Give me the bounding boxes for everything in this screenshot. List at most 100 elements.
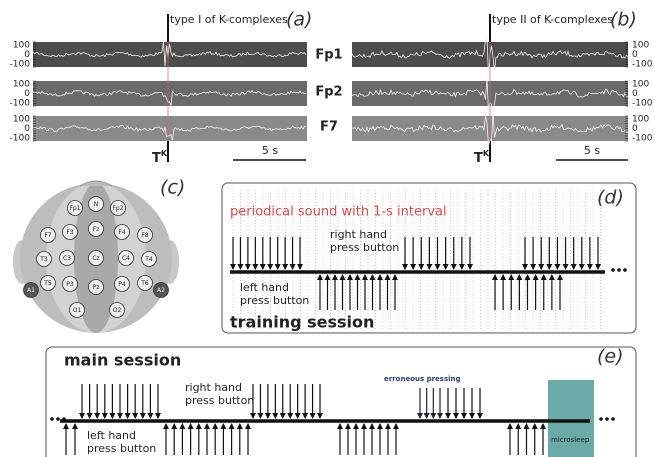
electrode bbox=[114, 224, 130, 240]
electrode bbox=[36, 251, 52, 267]
eeg-trace bbox=[32, 41, 307, 67]
electrode-label: Fp1 bbox=[69, 205, 80, 212]
y-tick-label: 0 bbox=[632, 89, 638, 99]
panel-d-label: (d) bbox=[597, 187, 624, 209]
dots bbox=[56, 417, 60, 421]
panel-b-title: type II of K-complexes bbox=[492, 13, 613, 26]
electrode-label: O1 bbox=[73, 307, 82, 314]
panel-c-label: (c) bbox=[160, 177, 185, 199]
left-hand-e: press button bbox=[87, 442, 156, 455]
y-tick-label: 0 bbox=[632, 124, 638, 134]
electrode-label: F7 bbox=[44, 232, 51, 239]
y-tick-label: -100 bbox=[632, 134, 653, 144]
head-diagram: Fp1 N Fp2 F7 F3 Fz F4 F8 T3 C3 Cz C4 T4 T5 P3 Pz P4 T6 A1 A… bbox=[13, 180, 179, 333]
electrode bbox=[137, 227, 153, 243]
y-tick-label: -100 bbox=[632, 99, 653, 109]
y-tick-label: -100 bbox=[10, 60, 31, 70]
electrode bbox=[62, 276, 78, 292]
electrode bbox=[88, 196, 104, 212]
dots bbox=[605, 417, 609, 421]
panel-e bbox=[50, 384, 615, 455]
y-tick-label: 100 bbox=[632, 80, 649, 90]
electrode-label: A2 bbox=[157, 287, 165, 294]
dots bbox=[617, 268, 621, 272]
electrode bbox=[67, 200, 83, 216]
eeg-trace bbox=[32, 89, 307, 106]
electrode-label: Fz bbox=[93, 226, 100, 233]
y-tick-label: 100 bbox=[632, 41, 649, 51]
electrode bbox=[23, 282, 39, 298]
electrode-label: T4 bbox=[144, 256, 153, 263]
panel-a-label: (a) bbox=[286, 9, 312, 31]
eeg-panels: 1000-1001000-1001000-1001000-1001000-100… bbox=[10, 14, 653, 162]
electrode-label: Pz bbox=[93, 284, 100, 291]
electrode-label: T6 bbox=[140, 280, 149, 287]
y-tick-label: 0 bbox=[632, 50, 638, 60]
y-tick-label: 0 bbox=[24, 89, 30, 99]
sound-note: periodical sound with 1-s interval bbox=[230, 205, 447, 220]
dots bbox=[611, 268, 615, 272]
main-title: main session bbox=[64, 351, 181, 370]
left-hand-d: left hand bbox=[240, 281, 289, 294]
electrode-label: O2 bbox=[113, 307, 122, 314]
electrode bbox=[114, 276, 130, 292]
panel-e-box bbox=[45, 346, 637, 457]
eeg-trace bbox=[32, 125, 307, 141]
channel-label: Fp1 bbox=[315, 48, 342, 63]
electrode bbox=[137, 275, 153, 291]
dots bbox=[611, 417, 615, 421]
electrode-label: P4 bbox=[118, 281, 126, 288]
electrode bbox=[62, 224, 78, 240]
dots bbox=[50, 417, 54, 421]
nose bbox=[79, 180, 113, 187]
electrode-label: F3 bbox=[66, 229, 73, 236]
electrode-label: Cz bbox=[92, 255, 99, 262]
scale-a: 5 s bbox=[262, 144, 278, 157]
electrode bbox=[118, 250, 134, 266]
electrode bbox=[153, 282, 169, 298]
electrode bbox=[59, 250, 75, 266]
electrode bbox=[109, 302, 125, 318]
panel-d bbox=[230, 190, 627, 330]
electrode bbox=[88, 279, 104, 295]
electrode bbox=[88, 250, 104, 266]
training-title: training session bbox=[230, 313, 374, 332]
electrode-label: P3 bbox=[66, 281, 74, 288]
error-note: erroneous pressing bbox=[384, 375, 461, 383]
electrode-label: C4 bbox=[122, 255, 130, 262]
right-hand-d: press button bbox=[330, 241, 399, 254]
y-tick-label: 0 bbox=[24, 124, 30, 134]
right-hand-e: press button bbox=[185, 394, 254, 407]
scale-b: 5 s bbox=[584, 144, 600, 157]
electrode-label: F4 bbox=[118, 229, 125, 236]
y-tick-label: 100 bbox=[13, 115, 30, 125]
dots bbox=[599, 417, 603, 421]
tk-marker-a: TK bbox=[152, 149, 168, 166]
microsleep-label: microsleep bbox=[551, 436, 590, 444]
electrode bbox=[40, 275, 56, 291]
electrode bbox=[40, 227, 56, 243]
panel-a-title: type I of K-complexes bbox=[170, 13, 288, 26]
electrode-label: N bbox=[94, 201, 99, 208]
y-tick-label: -100 bbox=[10, 134, 31, 144]
channel-label: F7 bbox=[320, 120, 338, 135]
y-tick-label: 100 bbox=[13, 80, 30, 90]
electrode bbox=[110, 200, 126, 216]
electrode-label: T5 bbox=[43, 280, 52, 287]
left-hand-e: left hand bbox=[87, 429, 136, 442]
electrode-label: F8 bbox=[141, 232, 148, 239]
electrode-label: C3 bbox=[63, 255, 71, 262]
panel-e-label: (e) bbox=[597, 346, 624, 368]
electrode bbox=[69, 302, 85, 318]
dots bbox=[62, 417, 66, 421]
y-tick-label: 100 bbox=[13, 41, 30, 51]
dots bbox=[623, 268, 627, 272]
electrode bbox=[88, 221, 104, 237]
electrode-label: Fp2 bbox=[112, 205, 123, 212]
channel-label: Fp2 bbox=[315, 85, 342, 100]
right-hand-d: right hand bbox=[330, 228, 387, 241]
electrode-label: T3 bbox=[39, 256, 48, 263]
left-hand-d: press button bbox=[240, 294, 309, 307]
right-hand-e: right hand bbox=[185, 381, 242, 394]
